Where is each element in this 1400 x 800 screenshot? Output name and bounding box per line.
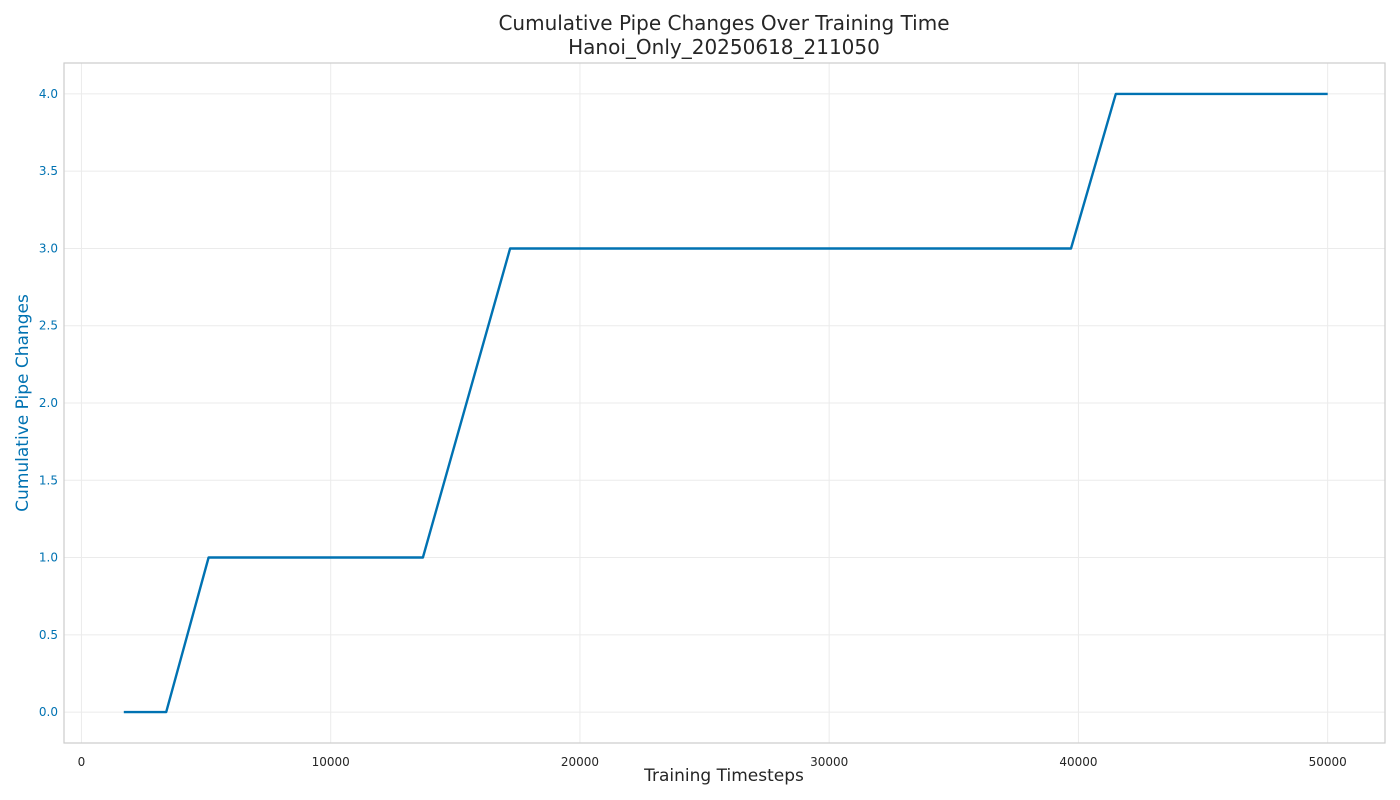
series-line xyxy=(123,92,1328,714)
series-group xyxy=(123,92,1328,714)
y-tick-label: 3.5 xyxy=(39,164,58,178)
y-tick-label: 0.5 xyxy=(39,628,58,642)
y-tick-label: 1.0 xyxy=(39,551,58,565)
y-axis-label: Cumulative Pipe Changes xyxy=(13,294,33,512)
x-tick-label: 0 xyxy=(78,755,86,769)
y-tick-label: 0.0 xyxy=(39,705,58,719)
y-axis-ticks: 0.0 0.5 1.0 1.5 2.0 2.5 3.0 3.5 4.0 xyxy=(39,87,58,719)
x-axis-label: Training Timesteps xyxy=(643,766,804,786)
y-tick-label: 2.0 xyxy=(39,396,58,410)
chart-title: Cumulative Pipe Changes Over Training Ti… xyxy=(498,11,949,35)
y-tick-label: 1.5 xyxy=(39,473,58,487)
x-tick-label: 50000 xyxy=(1309,755,1347,769)
y-tick-label: 3.0 xyxy=(39,241,58,255)
x-tick-label: 30000 xyxy=(810,755,848,769)
y-tick-label: 4.0 xyxy=(39,87,58,101)
plot-frame xyxy=(63,62,1386,744)
x-tick-label: 40000 xyxy=(1059,755,1097,769)
x-axis-ticks: 0 10000 20000 30000 40000 50000 xyxy=(78,755,1347,769)
x-tick-label: 20000 xyxy=(561,755,599,769)
x-tick-label: 10000 xyxy=(312,755,350,769)
chart-subtitle: Hanoi_Only_20250618_211050 xyxy=(568,35,880,59)
grid xyxy=(64,63,1385,743)
y-tick-label: 2.5 xyxy=(39,319,58,333)
